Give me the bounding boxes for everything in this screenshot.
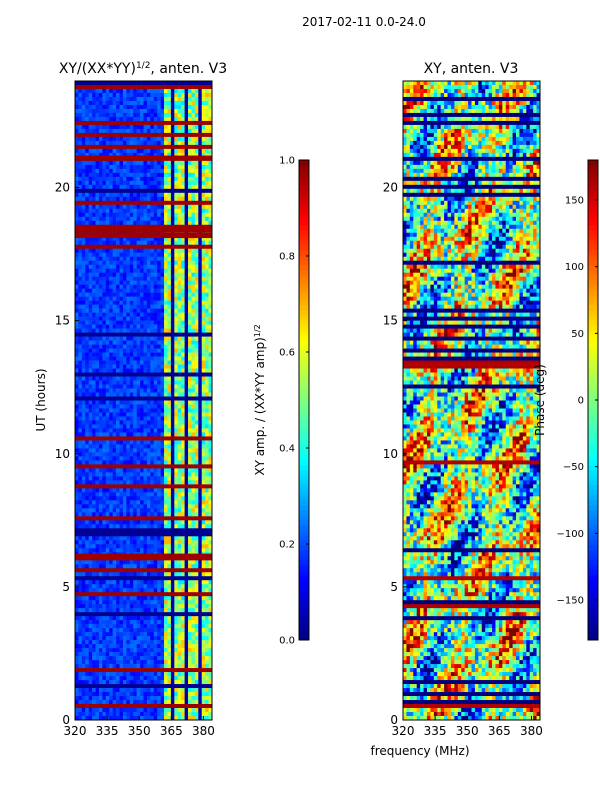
colorbar-tick-label: 150 xyxy=(565,196,584,207)
amplitude-ylabel: UT (hours) xyxy=(34,368,48,431)
figure-suptitle: 2017-02-11 0.0-24.0 xyxy=(302,15,426,29)
saturated-band-3 xyxy=(75,155,212,161)
colorbar-tick-label: 0.0 xyxy=(279,636,295,647)
saturated-band-1 xyxy=(75,553,212,561)
amplitude-colorbar-frame xyxy=(298,159,310,641)
phase-axes-frame xyxy=(402,80,541,721)
y-tick-label: 0 xyxy=(62,713,70,727)
phase-colorbar-ticks: 150 100 50 0 −50 −100 −150 xyxy=(557,196,598,607)
x-tick-label: 320 xyxy=(64,724,87,738)
x-tick-label: 350 xyxy=(128,724,151,738)
shared-xlabel: frequency (MHz) xyxy=(370,744,469,758)
y-tick-label: 15 xyxy=(55,314,70,328)
amplitude-colorbar-label: XY amp. / (XX*YY amp)1/2 xyxy=(253,324,268,475)
x-tick-label: 320 xyxy=(392,724,415,738)
x-tick-label: 365 xyxy=(488,724,511,738)
phase-colorbar-label: Phase (deg) xyxy=(533,364,547,436)
phase-colorbar: 150 100 50 0 −50 −100 −150 Phase (deg) xyxy=(533,159,599,641)
colorbar-tick-label: 100 xyxy=(565,262,584,273)
y-tick-label: 0 xyxy=(390,713,398,727)
x-tick-label: 350 xyxy=(456,724,479,738)
y-tick-label: 5 xyxy=(62,580,70,594)
y-tick-label: 10 xyxy=(383,447,398,461)
saturated-band-2 xyxy=(75,232,212,239)
x-tick-label: 380 xyxy=(520,724,543,738)
phase-heatmap xyxy=(403,81,541,721)
colorbar-tick-label: 0.6 xyxy=(279,348,295,359)
x-tick-label: 365 xyxy=(160,724,183,738)
colorbar-tick-label: −100 xyxy=(557,529,584,540)
colorbar-tick-label: 0.4 xyxy=(279,444,295,455)
y-tick-label: 5 xyxy=(390,580,398,594)
phase-colorbar-gradient xyxy=(588,160,598,641)
x-tick-label: 335 xyxy=(424,724,447,738)
colorbar-tick-label: 50 xyxy=(571,329,584,340)
amplitude-axis-ticks: 320 335 350 365 380 0 5 10 15 20 xyxy=(55,181,215,739)
amplitude-panel: XY/(XX*YY)1/2, anten. V3 320 335 350 365 380… xyxy=(34,61,227,738)
saturated-band-0 xyxy=(75,704,212,707)
phase-panel-title: XY, anten. V3 xyxy=(424,61,519,77)
colorbar-tick-label: −150 xyxy=(557,596,584,607)
colorbar-tick-label: 0.2 xyxy=(279,540,295,551)
phase-panel: XY, anten. V3 320 335 350 365 380 0 5 10 15 20 xyxy=(383,61,543,738)
y-tick-label: 15 xyxy=(383,314,398,328)
y-tick-label: 20 xyxy=(55,181,70,195)
colorbar-tick-label: 0.8 xyxy=(279,252,295,263)
amplitude-panel-title: XY/(XX*YY)1/2, anten. V3 xyxy=(59,61,227,77)
y-tick-label: 10 xyxy=(55,447,70,461)
y-tick-label: 20 xyxy=(383,181,398,195)
amplitude-colorbar-gradient xyxy=(299,160,309,641)
phase-axis-ticks: 320 335 350 365 380 0 5 10 15 20 xyxy=(383,181,543,739)
colorbar-tick-label: −50 xyxy=(563,462,584,473)
amplitude-axes-frame xyxy=(74,80,213,721)
x-tick-label: 380 xyxy=(192,724,215,738)
colorbar-tick-label: 1.0 xyxy=(279,156,295,167)
colorbar-tick-label: 0 xyxy=(578,396,584,407)
x-tick-label: 335 xyxy=(96,724,119,738)
amplitude-colorbar-ticks: 0.0 0.2 0.4 0.6 0.8 1.0 xyxy=(279,156,309,647)
amplitude-colorbar: 0.0 0.2 0.4 0.6 0.8 1.0 XY amp. / (XX*YY amp)… xyxy=(253,156,310,647)
amplitude-heatmap xyxy=(75,81,213,721)
